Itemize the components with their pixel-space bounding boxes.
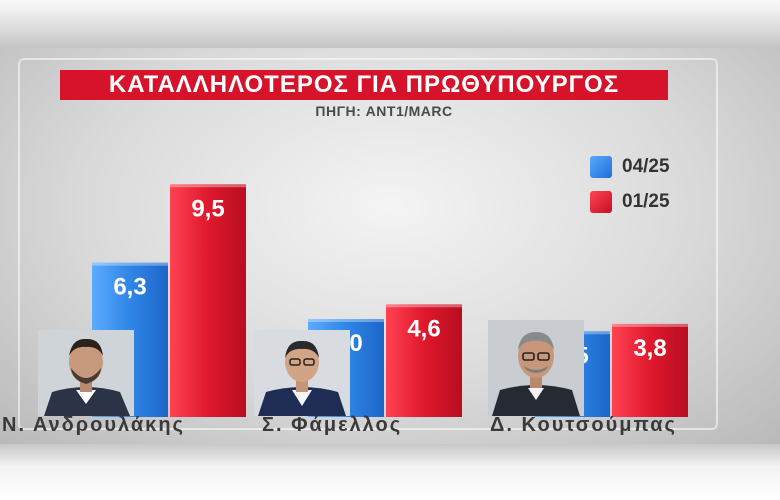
bar-highlight	[386, 304, 462, 308]
bottom-band	[0, 444, 780, 500]
chart-frame	[18, 58, 718, 430]
bar-01-25-0	[170, 184, 246, 417]
legend-label: 04/25	[622, 156, 670, 177]
bar-highlight	[92, 262, 168, 266]
bar-value-label: 9,5	[191, 195, 224, 222]
top-band	[0, 0, 780, 48]
bar-01-25-1	[386, 304, 462, 417]
bar-value-label: 4,6	[407, 315, 440, 342]
bar-value-label: 3,8	[633, 335, 666, 362]
person-photo-koutsoumpas	[488, 320, 584, 416]
legend-item-01-25: 01/25	[590, 190, 670, 214]
person-photo-androulakis	[38, 330, 134, 416]
category-label: Ν. Ανδρουλάκης	[2, 414, 185, 436]
legend-swatch-blue	[590, 156, 612, 178]
bar-highlight	[612, 323, 688, 327]
legend-item-04-25: 04/25	[590, 155, 670, 179]
bar-highlight	[308, 319, 384, 322]
bar-value-label: 6,3	[113, 274, 146, 301]
person-photo-famellos	[254, 330, 350, 416]
chart-subtitle: ΠΗΓΗ: ANT1/MARC	[315, 103, 453, 119]
category-label: Σ. Φάμελλος	[262, 414, 403, 436]
bar-01-25-2	[612, 323, 688, 417]
legend-label: 01/25	[622, 191, 670, 212]
category-label: Δ. Κουτσούμπας	[490, 414, 677, 436]
chart-title: ΚΑΤΑΛΛΗΛΟΤΕΡΟΣ ΓΙΑ ΠΡΩΘΥΠΟΥΡΓΟΣ	[60, 70, 668, 100]
legend-swatch-red	[590, 191, 612, 213]
bar-highlight	[170, 184, 246, 188]
